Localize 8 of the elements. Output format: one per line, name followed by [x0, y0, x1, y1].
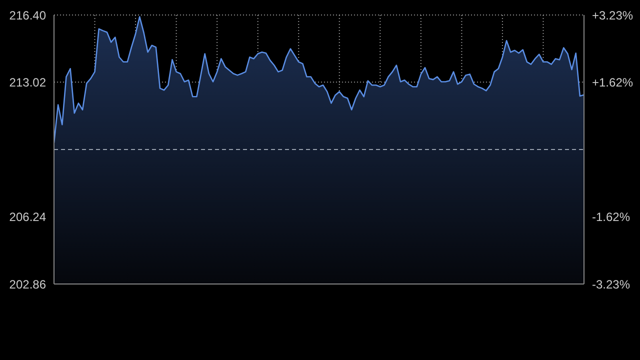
y2-tick-label: +1.62% — [592, 75, 634, 90]
y-tick-label: 202.86 — [9, 277, 46, 292]
y-tick-label: 206.24 — [9, 210, 46, 224]
y2-tick-label: +3.23% — [592, 8, 634, 22]
y2-tick-label: -3.23% — [592, 277, 630, 292]
y-tick-label: 216.40 — [9, 8, 46, 22]
y2-tick-label: -1.62% — [592, 210, 630, 224]
y-tick-label: 213.02 — [9, 75, 46, 90]
